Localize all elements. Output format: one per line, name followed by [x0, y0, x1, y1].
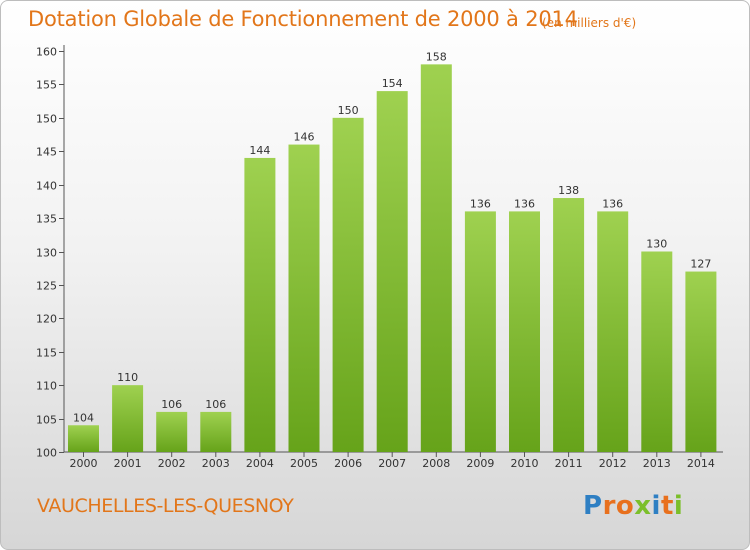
data-label-2007: 154: [382, 77, 403, 90]
x-tick-label-2012: 2012: [599, 457, 627, 470]
x-tick-label-2006: 2006: [334, 457, 362, 470]
chart-title: Dotation Globale de Fonctionnement de 20…: [28, 7, 578, 31]
bar-2000: [68, 425, 99, 452]
y-tick-label: 130: [36, 247, 57, 260]
bar-2004: [244, 157, 276, 452]
x-tick-label-2011: 2011: [555, 457, 583, 470]
x-tick-label-2013: 2013: [643, 457, 671, 470]
chart-bars: [68, 64, 717, 453]
bar-2005: [288, 144, 320, 453]
data-label-2008: 158: [426, 50, 447, 63]
y-tick-label: 115: [36, 347, 57, 360]
bar-2001: [112, 385, 144, 452]
bar-2007: [376, 91, 408, 452]
data-label-2006: 150: [338, 104, 359, 117]
x-tick-label-2005: 2005: [290, 457, 318, 470]
chart-data-labels: 104 110 106 106 144 146 150 154 158 136 136 138 136 1…: [73, 50, 711, 424]
data-label-2009: 136: [470, 197, 491, 210]
bar-2010: [509, 211, 540, 452]
data-label-2001: 110: [117, 371, 138, 384]
bar-2006: [332, 117, 364, 452]
logo-letter: x: [634, 491, 652, 521]
data-label-2012: 136: [602, 197, 623, 210]
y-tick-label: 145: [36, 146, 57, 159]
x-tick-label-2001: 2001: [114, 457, 142, 470]
y-tick-label: 150: [36, 113, 57, 126]
bar-2009: [464, 211, 496, 452]
logo-letter: o: [615, 491, 635, 521]
data-label-2004: 144: [249, 144, 270, 157]
data-label-2002: 106: [161, 398, 182, 411]
x-tick-label-2003: 2003: [202, 457, 230, 470]
logo-letter: P: [583, 491, 603, 521]
y-tick-label: 125: [36, 280, 57, 293]
x-tick-label-2010: 2010: [511, 457, 539, 470]
x-tick-label-2009: 2009: [466, 457, 494, 470]
logo-letter: i: [651, 491, 661, 521]
logo-letter: i: [673, 491, 684, 521]
proxiti-logo: Proxiti: [583, 491, 683, 521]
y-tick-label: 140: [36, 180, 57, 193]
bar-2011: [553, 198, 585, 452]
data-label-2000: 104: [73, 411, 94, 424]
bar-2014: [685, 271, 717, 452]
y-tick-label: 135: [36, 213, 57, 226]
y-tick-label: 105: [36, 414, 57, 427]
x-tick-label-2002: 2002: [158, 457, 186, 470]
bar-2003: [200, 411, 232, 452]
data-label-2013: 130: [646, 238, 667, 251]
data-label-2005: 146: [294, 131, 315, 144]
bar-2012: [597, 211, 629, 452]
chart-axes: 100 105 110 115 120 125 130 135 140 145 150 155 160 2…: [36, 45, 723, 470]
x-tick-label-2004: 2004: [246, 457, 274, 470]
logo-letter: t: [660, 491, 674, 521]
y-tick-label: 160: [36, 46, 57, 59]
y-tick-label: 120: [36, 313, 57, 326]
bar-2002: [156, 411, 188, 452]
data-label-2011: 138: [558, 184, 579, 197]
x-tick-label-2000: 2000: [70, 457, 98, 470]
bar-2008: [420, 64, 452, 452]
chart-subtitle: (en milliers d'€): [542, 16, 637, 30]
data-label-2003: 106: [205, 398, 226, 411]
logo-letter: r: [602, 491, 616, 521]
y-tick-label: 110: [36, 380, 57, 393]
bar-2013: [641, 251, 673, 452]
y-tick-label: 100: [36, 447, 57, 460]
y-tick-label: 155: [36, 79, 57, 92]
x-tick-label-2007: 2007: [378, 457, 406, 470]
commune-name: VAUCHELLES-LES-QUESNOY: [37, 495, 294, 517]
x-tick-label-2008: 2008: [422, 457, 450, 470]
data-label-2010: 136: [514, 197, 535, 210]
data-label-2014: 127: [690, 258, 711, 271]
x-tick-label-2014: 2014: [687, 457, 715, 470]
